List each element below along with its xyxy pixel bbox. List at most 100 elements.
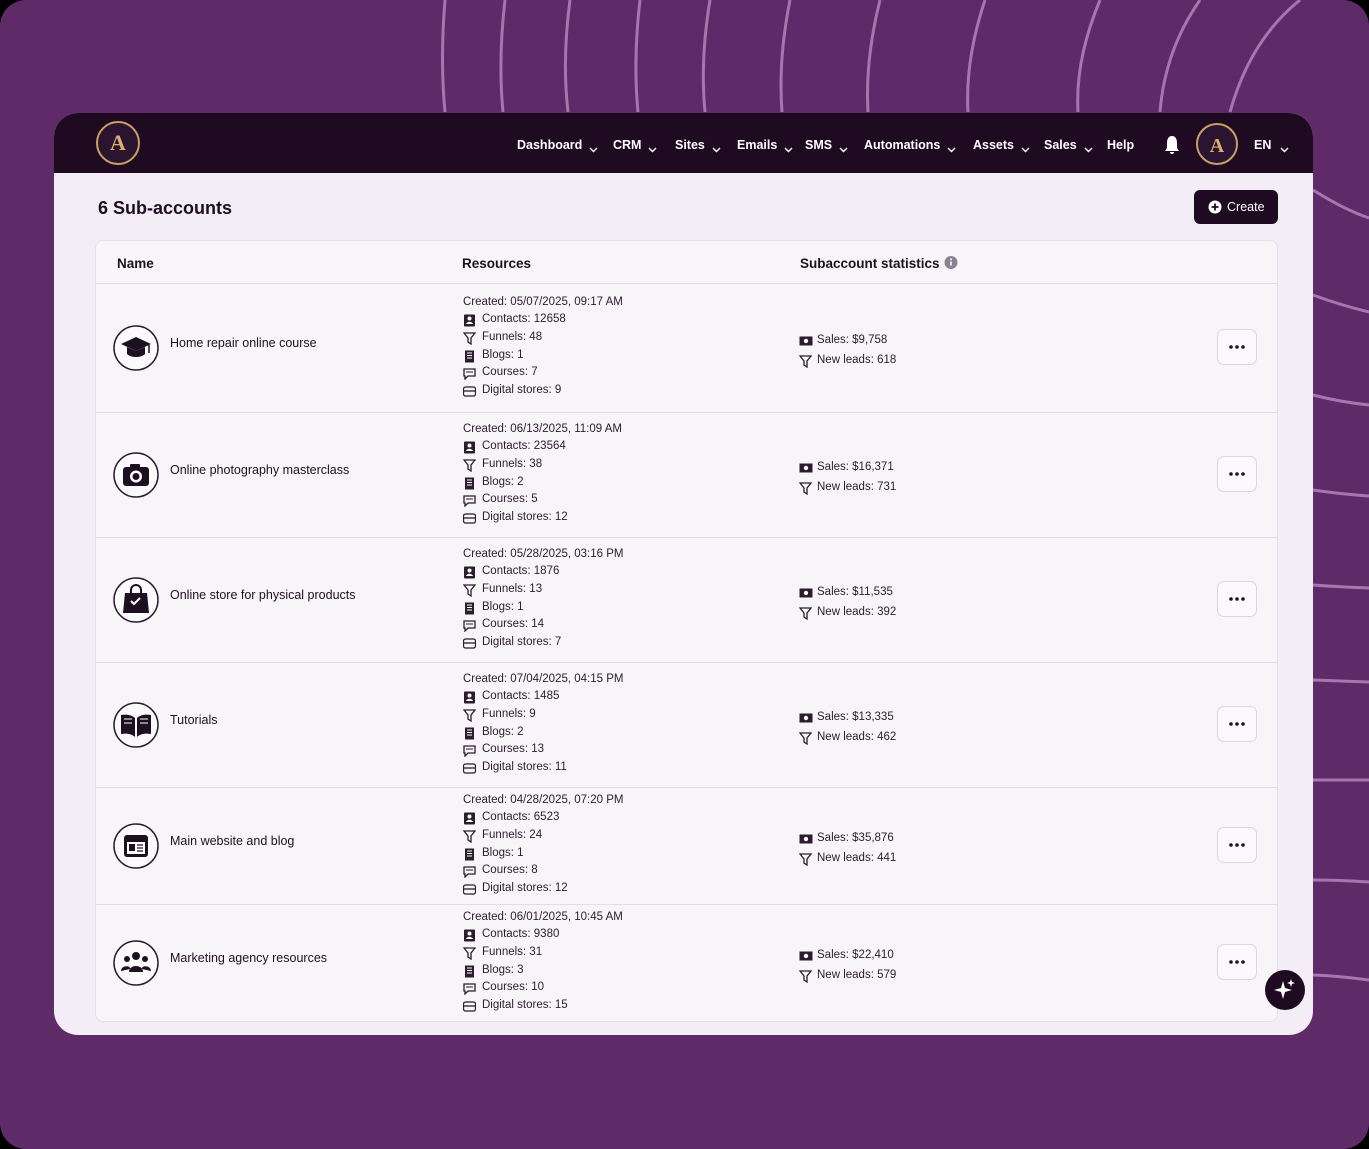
subaccount-name[interactable]: Main website and blog	[170, 833, 295, 848]
logo: A	[96, 121, 140, 165]
nav-bar: A A Dashboard CRM Sites Emails SMS Automation…	[54, 113, 1313, 173]
nav-item[interactable]: Dashboard	[517, 138, 583, 152]
more-button[interactable]	[1217, 705, 1257, 742]
chevron	[947, 141, 956, 159]
resource-line: Blogs: 2	[482, 475, 524, 488]
resource-icon-glyph	[462, 884, 477, 895]
resource-icon	[463, 566, 476, 584]
nav-item[interactable]: CRM	[613, 138, 642, 152]
info-icon	[944, 255, 959, 275]
resource-line: Contacts: 1876	[482, 565, 560, 578]
nav-item[interactable]: Sites	[675, 138, 705, 152]
subaccount-name[interactable]: Online store for physical products	[170, 587, 356, 602]
resource-icon	[462, 584, 477, 602]
svg-text:A: A	[1210, 135, 1225, 157]
subaccount-icon	[113, 451, 159, 503]
avatar[interactable]: A	[1195, 122, 1239, 166]
resource-line: Funnels: 38	[482, 457, 543, 470]
more-dots	[1229, 596, 1245, 601]
resource-line: Digital stores: 7	[482, 635, 562, 648]
resource-icon-glyph	[462, 763, 477, 774]
nav-item[interactable]: Sales	[1044, 138, 1077, 152]
resource-icon-glyph	[462, 830, 477, 844]
more-button[interactable]	[1217, 328, 1257, 365]
resource-icon	[463, 865, 476, 883]
more-button[interactable]	[1217, 943, 1257, 980]
stat-icon-glyph	[798, 481, 813, 495]
stat-icon	[798, 481, 813, 500]
stat-line: New leads: 579	[817, 968, 897, 981]
resource-icon	[462, 332, 477, 350]
resource-icon	[462, 459, 477, 477]
resource-icon	[463, 965, 476, 983]
resource-line: Contacts: 1485	[482, 690, 560, 703]
resource-icon	[463, 314, 476, 332]
nav-item[interactable]: SMS	[805, 138, 833, 152]
subaccount-icon-glyph	[113, 822, 159, 869]
subaccount-name[interactable]: Tutorials	[170, 712, 218, 727]
resource-line: Blogs: 3	[482, 963, 524, 976]
subaccount-icon-glyph	[113, 701, 159, 748]
chevron	[712, 141, 721, 159]
resource-line: Digital stores: 15	[482, 998, 568, 1011]
resource-line: Funnels: 9	[482, 707, 536, 720]
resource-icon	[463, 982, 476, 1000]
more-button[interactable]	[1217, 580, 1257, 617]
resource-icon-glyph	[464, 691, 475, 704]
subaccount-icon-glyph	[113, 576, 159, 623]
language-select[interactable]: EN	[1254, 138, 1272, 152]
resource-icon-glyph	[462, 332, 477, 346]
row-separator	[96, 904, 1277, 905]
row-separator	[96, 662, 1277, 663]
nav-item[interactable]: Help	[1107, 138, 1135, 152]
chevron-glyph	[839, 147, 848, 153]
resource-line: Digital stores: 12	[482, 881, 568, 894]
chevron-glyph	[1021, 147, 1030, 153]
stat-icon	[799, 950, 813, 968]
resource-icon-glyph	[462, 584, 477, 598]
subaccount-icon	[113, 701, 159, 753]
page-title: 6 Sub-accounts	[98, 198, 233, 218]
subaccount-name[interactable]: Online photography masterclass	[170, 462, 350, 477]
stat-icon-glyph	[799, 463, 813, 472]
subaccount-icon-glyph	[113, 324, 159, 371]
resource-icon-glyph	[464, 441, 475, 454]
stat-icon	[799, 833, 813, 851]
resource-line: Funnels: 48	[482, 330, 543, 343]
nav-item[interactable]: Assets	[973, 138, 1014, 152]
subaccount-icon	[113, 576, 159, 628]
resource-line: Created: 05/28/2025, 03:16 PM	[463, 547, 624, 560]
stat-icon	[799, 587, 813, 605]
more-button[interactable]	[1217, 455, 1257, 492]
ai-assistant-button[interactable]	[1265, 970, 1305, 1010]
nav-item[interactable]: Emails	[737, 138, 778, 152]
resource-line: Contacts: 12658	[482, 313, 566, 326]
resource-line: Created: 07/04/2025, 04:15 PM	[463, 672, 624, 685]
subaccount-name[interactable]: Home repair online course	[170, 335, 317, 350]
resource-icon	[463, 602, 476, 620]
stat-icon-glyph	[799, 834, 813, 843]
create-button[interactable]: Create	[1194, 190, 1278, 224]
resource-line: Digital stores: 9	[482, 383, 562, 396]
chevron-glyph	[1084, 147, 1093, 153]
stat-icon	[799, 335, 813, 353]
resource-icon	[463, 494, 476, 512]
stat-line: New leads: 441	[817, 851, 897, 864]
resource-line: Funnels: 13	[482, 582, 543, 595]
chevron	[589, 141, 598, 159]
stat-icon-glyph	[798, 354, 813, 368]
resource-icon	[463, 619, 476, 637]
nav-item[interactable]: Automations	[864, 138, 941, 152]
stat-icon	[798, 354, 813, 373]
chevron-glyph	[648, 147, 657, 153]
subaccount-name[interactable]: Marketing agency resources	[170, 950, 328, 965]
resource-icon	[463, 929, 476, 947]
chevron	[784, 141, 793, 159]
more-button[interactable]	[1217, 826, 1257, 863]
resource-icon-glyph	[462, 947, 477, 961]
stat-line: New leads: 392	[817, 605, 897, 618]
bell-icon[interactable]	[1163, 135, 1181, 155]
stat-line: New leads: 731	[817, 480, 897, 493]
